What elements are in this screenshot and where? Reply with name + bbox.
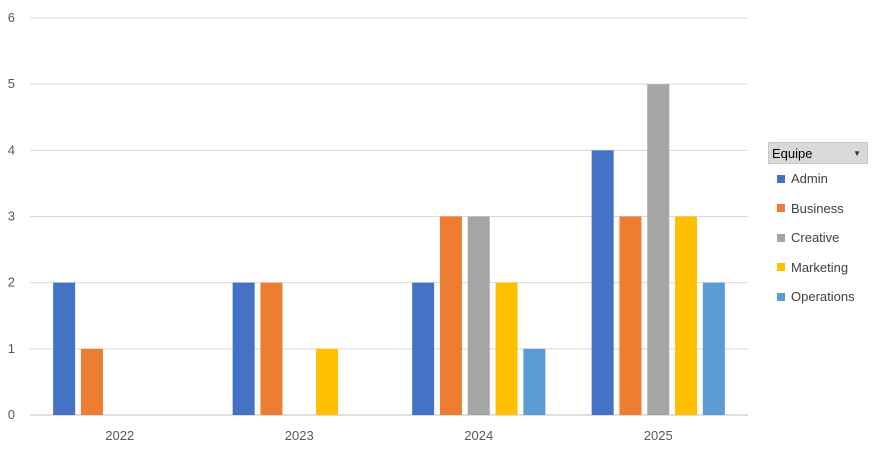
legend-item-creative: Creative xyxy=(768,223,868,253)
x-tick-label: 2025 xyxy=(644,428,673,443)
legend-swatch xyxy=(777,204,785,213)
x-tick-label: 2023 xyxy=(285,428,314,443)
y-tick-label: 4 xyxy=(8,142,15,157)
bar-business-2025 xyxy=(619,216,642,415)
legend-swatch xyxy=(777,233,785,242)
bar-admin-2024 xyxy=(412,282,435,415)
legend-title: Equipe xyxy=(772,145,813,161)
legend-label: Marketing xyxy=(791,259,849,275)
bar-operations-2025 xyxy=(702,282,725,415)
legend-item-business: Business xyxy=(768,194,868,224)
bar-business-2023 xyxy=(260,282,283,415)
bar-marketing-2025 xyxy=(675,216,698,415)
y-tick-label: 2 xyxy=(8,275,15,290)
legend-swatch xyxy=(777,292,785,301)
legend-item-operations: Operations xyxy=(768,282,868,312)
bar-business-2022 xyxy=(80,348,103,415)
y-tick-label: 0 xyxy=(8,407,15,422)
y-tick-label: 3 xyxy=(8,209,15,224)
bar-admin-2023 xyxy=(232,282,255,415)
bar-operations-2024 xyxy=(523,348,546,415)
bar-admin-2022 xyxy=(53,282,76,415)
y-tick-label: 1 xyxy=(8,341,15,356)
legend-item-marketing: Marketing xyxy=(768,253,868,283)
legend-swatch xyxy=(777,263,785,272)
legend-filter-button[interactable]: Equipe ▼ xyxy=(768,142,868,164)
bar-marketing-2023 xyxy=(316,348,339,415)
legend: Equipe ▼ Admin Business Creative Marketing O… xyxy=(768,142,868,312)
x-tick-label: 2022 xyxy=(105,428,134,443)
legend-label: Business xyxy=(791,200,844,216)
legend-label: Admin xyxy=(791,171,828,187)
bar-business-2024 xyxy=(439,216,462,415)
bar-marketing-2024 xyxy=(495,282,518,415)
legend-label: Creative xyxy=(791,230,840,246)
x-tick-label: 2024 xyxy=(464,428,493,443)
legend-item-admin: Admin xyxy=(768,164,868,194)
legend-swatch xyxy=(777,174,785,183)
bar-creative-2024 xyxy=(467,216,490,415)
bar-creative-2025 xyxy=(647,84,670,416)
bar-admin-2025 xyxy=(591,150,614,416)
y-tick-label: 6 xyxy=(8,10,15,25)
y-tick-label: 5 xyxy=(8,76,15,91)
legend-label: Operations xyxy=(791,289,855,305)
dropdown-arrow-icon[interactable]: ▼ xyxy=(853,148,861,158)
